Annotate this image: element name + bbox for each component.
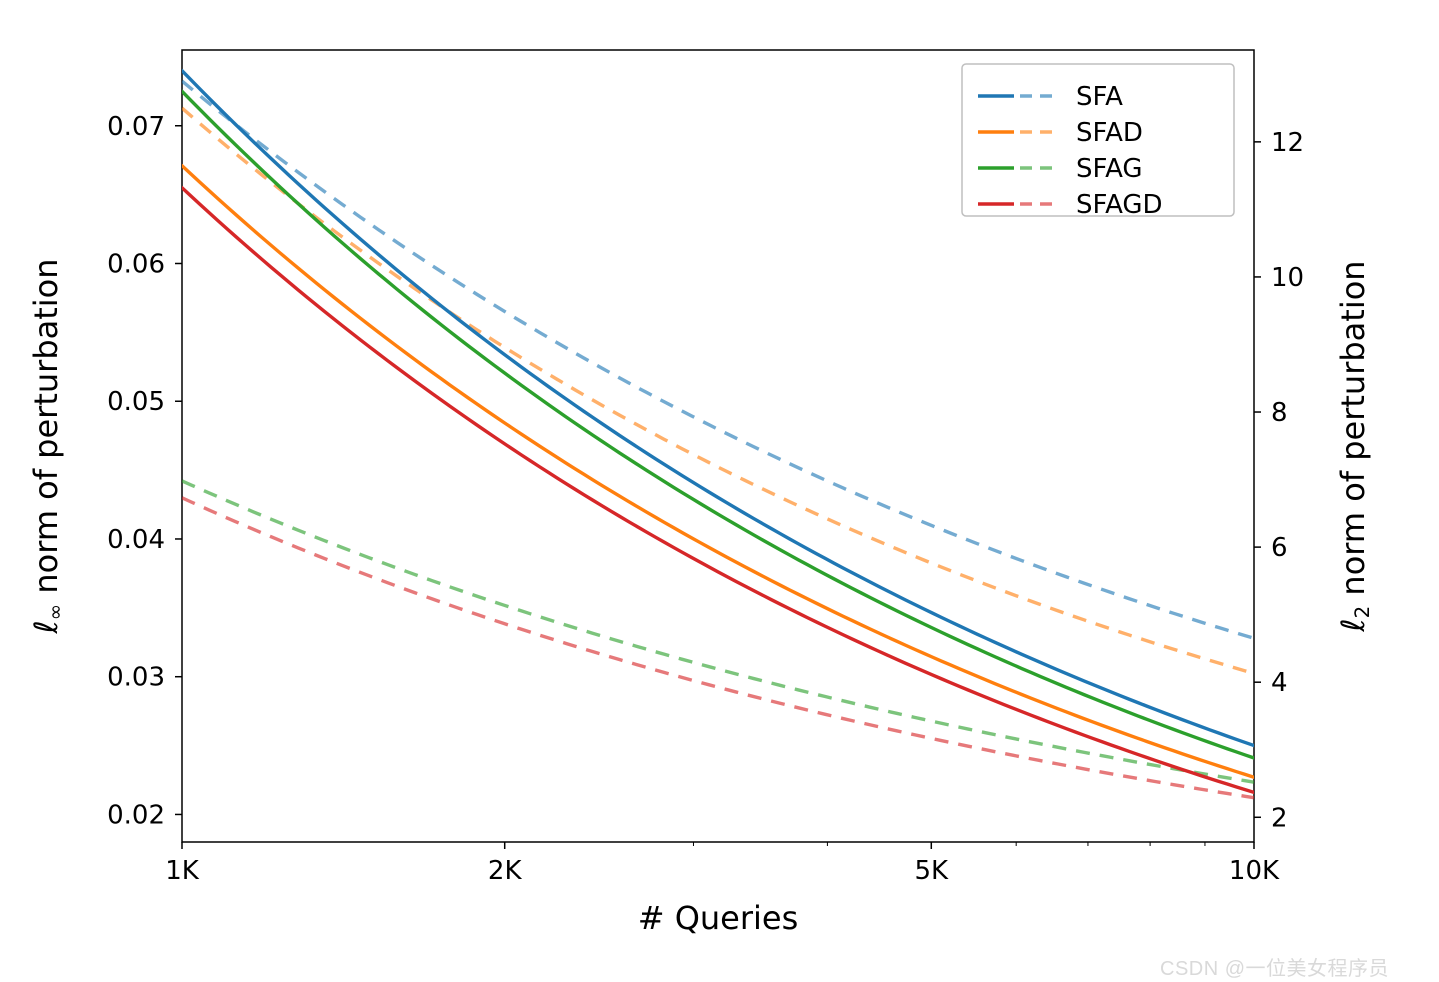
legend-label: SFAD bbox=[1076, 118, 1143, 148]
svg-text:ℓ2 norm of perturbation: ℓ2 norm of perturbation bbox=[1334, 260, 1374, 632]
y-right-tick-label: 6 bbox=[1271, 533, 1288, 563]
y-right-tick-label: 12 bbox=[1271, 128, 1304, 158]
x-tick-label: 10K bbox=[1229, 856, 1280, 886]
series-solid-sfagd bbox=[182, 188, 1254, 793]
y-left-tick-label: 0.05 bbox=[107, 387, 165, 417]
series-dashed-sfagd bbox=[182, 498, 1254, 798]
y-right-tick-label: 8 bbox=[1271, 398, 1288, 428]
y-left-tick-label: 0.06 bbox=[107, 249, 165, 279]
svg-text:ℓ∞ norm of perturbation: ℓ∞ norm of perturbation bbox=[27, 258, 67, 634]
y-left-axis-label: ℓ∞ norm of perturbation bbox=[27, 258, 67, 634]
x-tick-label: 1K bbox=[165, 856, 200, 886]
y-right-tick-label: 10 bbox=[1271, 263, 1304, 293]
y-right-tick-label: 4 bbox=[1271, 668, 1288, 698]
legend-label: SFAG bbox=[1076, 154, 1143, 184]
chart-container: 1K 2K 5K 10K # Queries 0.02 0.03 0.04 0.05 0.06 0.… bbox=[0, 0, 1439, 982]
x-tick-label: 5K bbox=[914, 856, 949, 886]
chart-svg: 1K 2K 5K 10K # Queries 0.02 0.03 0.04 0.05 0.06 0.… bbox=[0, 0, 1439, 978]
y-left-tick-label: 0.03 bbox=[107, 663, 165, 693]
x-axis-label: # Queries bbox=[638, 899, 799, 937]
watermark-text: CSDN @一位美女程序员 bbox=[1160, 952, 1389, 981]
x-tick-label: 2K bbox=[488, 856, 523, 886]
y-left-tick-label: 0.04 bbox=[107, 525, 165, 555]
y-left-tick-label: 0.02 bbox=[107, 800, 165, 830]
y-right-tick-label: 2 bbox=[1271, 803, 1288, 833]
legend-label: SFA bbox=[1076, 82, 1123, 112]
y-right-axis-label: ℓ2 norm of perturbation bbox=[1334, 260, 1374, 632]
y-left-tick-label: 0.07 bbox=[107, 112, 165, 142]
legend-label: SFAGD bbox=[1076, 190, 1163, 220]
